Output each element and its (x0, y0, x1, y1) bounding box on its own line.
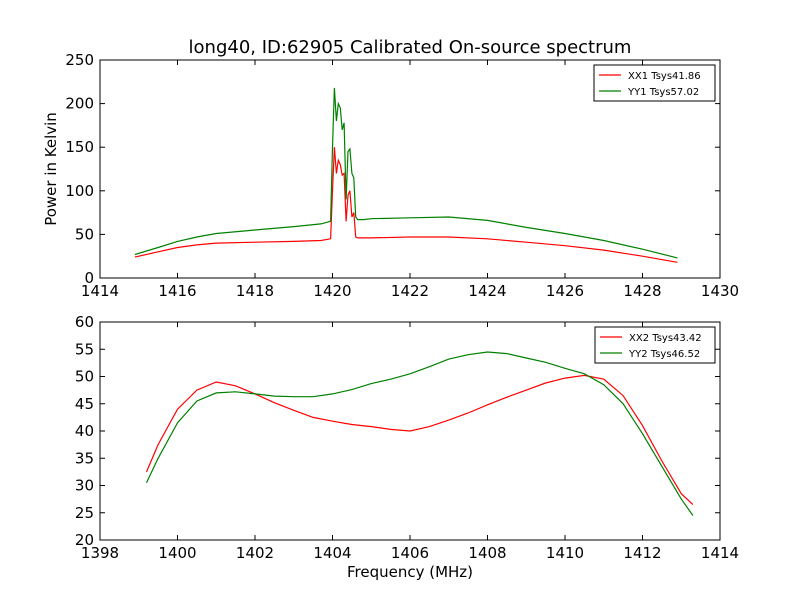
y-axis-label: Power in Kelvin (42, 112, 60, 226)
x-tick-label: 1428 (623, 282, 661, 300)
legend: XX2 Tsys43.42 YY2 Tsys46.52 (594, 326, 716, 364)
y-tick-label: 0 (84, 269, 94, 287)
y-tick-label: 60 (75, 313, 94, 331)
y-tick-label: 20 (75, 531, 94, 549)
x-tick-label: 1414 (701, 544, 739, 562)
x-tick-label: 1420 (313, 282, 351, 300)
x-tick-label: 1398 (81, 544, 119, 562)
series-line-xx-plot2 (145, 374, 694, 506)
y-tick-label: 50 (75, 368, 94, 386)
y-tick-label: 250 (65, 51, 94, 69)
x-tick-label: 1406 (391, 544, 429, 562)
legend-label: XX1 Tsys41.86 (628, 71, 701, 82)
y-tick-label: 25 (75, 504, 94, 522)
x-tick-label: 1412 (623, 544, 661, 562)
x-tick-label: 1416 (158, 282, 196, 300)
bottom-plot: 1398 1400 1402 1404 1406 1408 1410 1412 1414 20 25… (75, 313, 739, 581)
x-tick-label: 1402 (236, 544, 274, 562)
y-tick-label: 150 (65, 138, 94, 156)
x-tick-label: 1430 (701, 282, 739, 300)
legend-box (593, 64, 716, 102)
x-tick-label: 1424 (468, 282, 506, 300)
x-tick-label: 1426 (546, 282, 584, 300)
y-tick-label: 50 (75, 225, 94, 243)
legend-box (594, 326, 716, 364)
y-tick-label: 40 (75, 422, 94, 440)
y-tick-label: 100 (65, 182, 94, 200)
series-line-xx-plot1 (134, 147, 678, 263)
legend-label: YY1 Tsys57.02 (627, 87, 699, 98)
y-tick-label: 45 (75, 395, 94, 413)
legend-label: YY2 Tsys46.52 (628, 349, 700, 360)
x-tick-label: 1408 (468, 544, 506, 562)
x-tick-label: 1422 (391, 282, 429, 300)
top-plot: 1414 1416 1418 1420 1422 1424 1426 1428 1430 0 50 1… (42, 51, 739, 300)
x-tick-label: 1414 (81, 282, 119, 300)
y-tick-label: 30 (75, 477, 94, 495)
x-tick-label: 1410 (546, 544, 584, 562)
x-tick-label: 1418 (236, 282, 274, 300)
x-tick-label: 1404 (313, 544, 351, 562)
series-line-yy-plot2 (145, 351, 694, 516)
y-tick-label: 200 (65, 95, 94, 113)
legend: XX1 Tsys41.86 YY1 Tsys57.02 (593, 64, 716, 102)
x-tick-label: 1400 (158, 544, 196, 562)
legend-label: XX2 Tsys43.42 (629, 333, 702, 344)
x-axis-label: Frequency (MHz) (347, 563, 473, 581)
y-tick-label: 55 (75, 340, 94, 358)
chart-title: long40, ID:62905 Calibrated On-source sp… (189, 37, 632, 58)
series-line-yy-plot1 (134, 87, 678, 259)
y-tick-label: 35 (75, 449, 94, 467)
